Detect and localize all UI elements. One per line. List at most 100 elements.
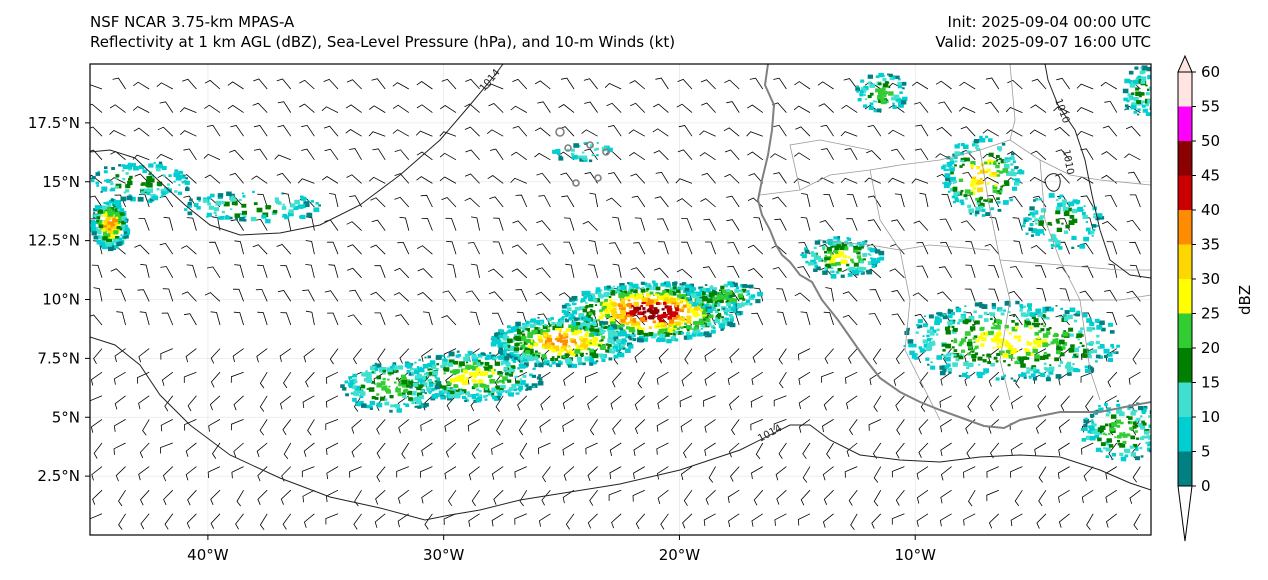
echo-cell bbox=[969, 191, 974, 196]
echo-cell bbox=[690, 293, 697, 298]
echo-cell bbox=[474, 372, 480, 376]
echo-cell bbox=[281, 192, 284, 195]
echo-cell bbox=[1136, 417, 1141, 422]
echo-cell bbox=[345, 393, 349, 397]
echo-cell bbox=[554, 347, 560, 352]
echo-cell bbox=[572, 326, 575, 329]
echo-cell bbox=[1100, 345, 1105, 349]
wind-barb bbox=[257, 264, 268, 278]
wind-barb bbox=[982, 129, 1000, 137]
echo-cell bbox=[1067, 314, 1073, 320]
wind-barb bbox=[986, 466, 999, 478]
echo-cell bbox=[366, 378, 372, 383]
echo-cell bbox=[593, 148, 597, 151]
echo-cell bbox=[726, 318, 730, 320]
echo-cell bbox=[537, 332, 541, 336]
wind-barb bbox=[394, 267, 410, 279]
echo-cell bbox=[942, 315, 948, 320]
echo-cell bbox=[901, 81, 907, 86]
wind-barb bbox=[538, 442, 551, 455]
echo-cell bbox=[616, 325, 622, 330]
echo-cell bbox=[954, 198, 958, 202]
echo-cell bbox=[418, 367, 425, 373]
echo-cell bbox=[1087, 353, 1091, 357]
wind-barb bbox=[114, 288, 126, 302]
echo-cell bbox=[1117, 434, 1122, 439]
wind-barb bbox=[798, 395, 811, 409]
echo-cell bbox=[583, 142, 586, 145]
echo-cell bbox=[998, 345, 1002, 349]
echo-cell bbox=[957, 143, 960, 146]
echo-cell bbox=[487, 368, 492, 372]
echo-cell bbox=[486, 395, 489, 397]
echo-cell bbox=[974, 139, 980, 144]
wind-barb bbox=[938, 101, 952, 113]
echo-cell bbox=[1131, 409, 1135, 412]
echo-cell bbox=[954, 160, 958, 163]
wind-barb bbox=[254, 218, 268, 231]
wind-barb bbox=[159, 101, 174, 113]
echo-cell bbox=[954, 144, 960, 149]
echo-cell bbox=[981, 304, 988, 309]
echo-cell bbox=[118, 164, 122, 167]
wind-barb bbox=[491, 537, 503, 548]
wind-barb bbox=[229, 149, 244, 161]
wind-barb bbox=[567, 537, 574, 553]
echo-cell bbox=[995, 377, 1000, 381]
wind-barb bbox=[1008, 290, 1023, 302]
echo-cell bbox=[1078, 346, 1081, 348]
wind-barb bbox=[919, 371, 929, 388]
echo-cell bbox=[948, 371, 952, 374]
echo-cell bbox=[442, 361, 447, 365]
echo-cell bbox=[646, 299, 652, 304]
wind-barb bbox=[750, 419, 763, 431]
echo-cell bbox=[975, 339, 980, 343]
echo-cell bbox=[458, 364, 463, 368]
echo-cell bbox=[502, 335, 508, 340]
wind-barb bbox=[939, 513, 952, 527]
wind-barb bbox=[894, 193, 905, 208]
echo-cell bbox=[300, 196, 307, 201]
echo-cell bbox=[250, 216, 257, 222]
wind-barb bbox=[536, 267, 551, 279]
echo-cell bbox=[810, 262, 815, 266]
echo-cell bbox=[641, 288, 645, 292]
echo-cell bbox=[689, 285, 693, 288]
echo-cell bbox=[516, 331, 521, 335]
echo-cell bbox=[731, 281, 735, 285]
echo-cell bbox=[828, 241, 833, 245]
echo-cell bbox=[996, 353, 1000, 356]
echo-cell bbox=[824, 260, 827, 263]
echo-cell bbox=[1054, 332, 1058, 336]
colorbar-tick-label: 30 bbox=[1201, 270, 1220, 288]
wind-barb bbox=[653, 150, 669, 161]
echo-cell bbox=[303, 205, 306, 209]
echo-cell bbox=[746, 294, 749, 297]
echo-cell bbox=[446, 391, 453, 396]
echo-cell bbox=[213, 207, 219, 212]
echo-cell bbox=[930, 342, 936, 346]
wind-barb bbox=[985, 101, 1000, 113]
echo-cell bbox=[658, 302, 662, 305]
echo-cell bbox=[1095, 354, 1101, 359]
echo-cell bbox=[361, 384, 364, 387]
echo-cell bbox=[1094, 318, 1100, 323]
echo-cell bbox=[1028, 213, 1031, 216]
echo-cell bbox=[1120, 421, 1124, 425]
echo-cell bbox=[530, 341, 536, 347]
echo-cell bbox=[538, 361, 541, 364]
wind-barb bbox=[1125, 126, 1141, 137]
wind-barb bbox=[421, 489, 433, 504]
echo-cell bbox=[1137, 75, 1142, 79]
echo-cell bbox=[1026, 321, 1032, 326]
wind-barb bbox=[703, 513, 716, 526]
echo-cell bbox=[599, 330, 604, 335]
echo-cell bbox=[1140, 455, 1144, 458]
echo-cell bbox=[625, 294, 631, 299]
echo-cell bbox=[519, 347, 523, 350]
echo-cell bbox=[633, 289, 638, 293]
echo-cell bbox=[1034, 354, 1040, 359]
echo-cell bbox=[623, 290, 628, 294]
echo-cell bbox=[1129, 445, 1134, 449]
wind-barb bbox=[464, 197, 480, 208]
